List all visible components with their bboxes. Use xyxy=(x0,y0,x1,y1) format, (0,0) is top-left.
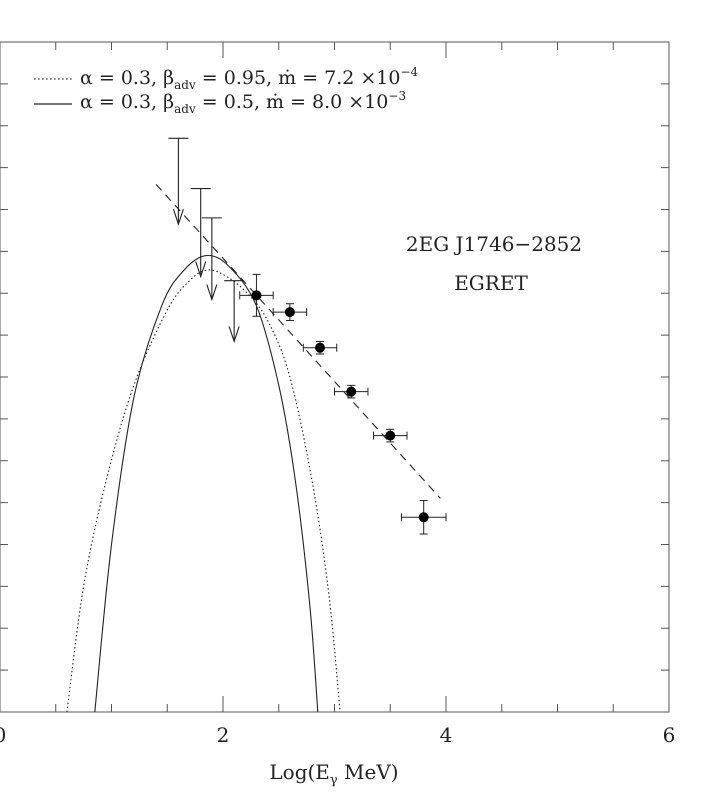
data-marker xyxy=(385,430,396,441)
data-marker xyxy=(315,342,326,353)
annotation-instrument: EGRET xyxy=(454,271,528,295)
data-point xyxy=(302,340,338,355)
data-point xyxy=(334,384,369,399)
data-marker xyxy=(284,307,295,318)
legend-entry-solid: α = 0.3, βadv = 0.5, ṁ = 8.0 ×10−3 xyxy=(80,89,406,116)
upper-limit-arrow xyxy=(201,217,222,302)
plot-frame xyxy=(0,41,670,713)
data-point xyxy=(239,273,274,317)
data-point xyxy=(272,303,308,321)
model-curve-solid xyxy=(94,254,319,713)
data-marker xyxy=(418,512,429,523)
x-tick-label: 6 xyxy=(663,723,676,747)
x-tick-label: 0 xyxy=(0,723,6,747)
upper-limit-arrowhead xyxy=(228,326,240,344)
data-marker xyxy=(346,386,357,397)
x-axis-label: Log(Eγ MeV) xyxy=(269,760,398,788)
power-law-fit-line xyxy=(155,184,441,499)
upper-limit-arrow xyxy=(224,280,245,344)
model-curve-dotted xyxy=(66,269,341,713)
data-point xyxy=(400,500,447,535)
upper-limit-arrow xyxy=(190,188,211,279)
annotation-source-name: 2EG J1746−2852 xyxy=(406,232,582,256)
data-point xyxy=(373,428,408,443)
upper-limit-arrowhead xyxy=(172,208,184,226)
upper-limit-arrowhead xyxy=(195,261,207,279)
x-tick-label: 2 xyxy=(217,723,230,747)
legend-entry-dotted: α = 0.3, βadv = 0.95, ṁ = 7.2 ×10−4 xyxy=(80,65,419,92)
upper-limit-arrow xyxy=(168,137,189,226)
x-tick-label: 4 xyxy=(440,723,453,747)
legend: α = 0.3, βadv = 0.95, ṁ = 7.2 ×10−4 α = … xyxy=(34,65,419,116)
data-marker xyxy=(251,290,262,301)
upper-limit-arrowhead xyxy=(206,284,218,302)
